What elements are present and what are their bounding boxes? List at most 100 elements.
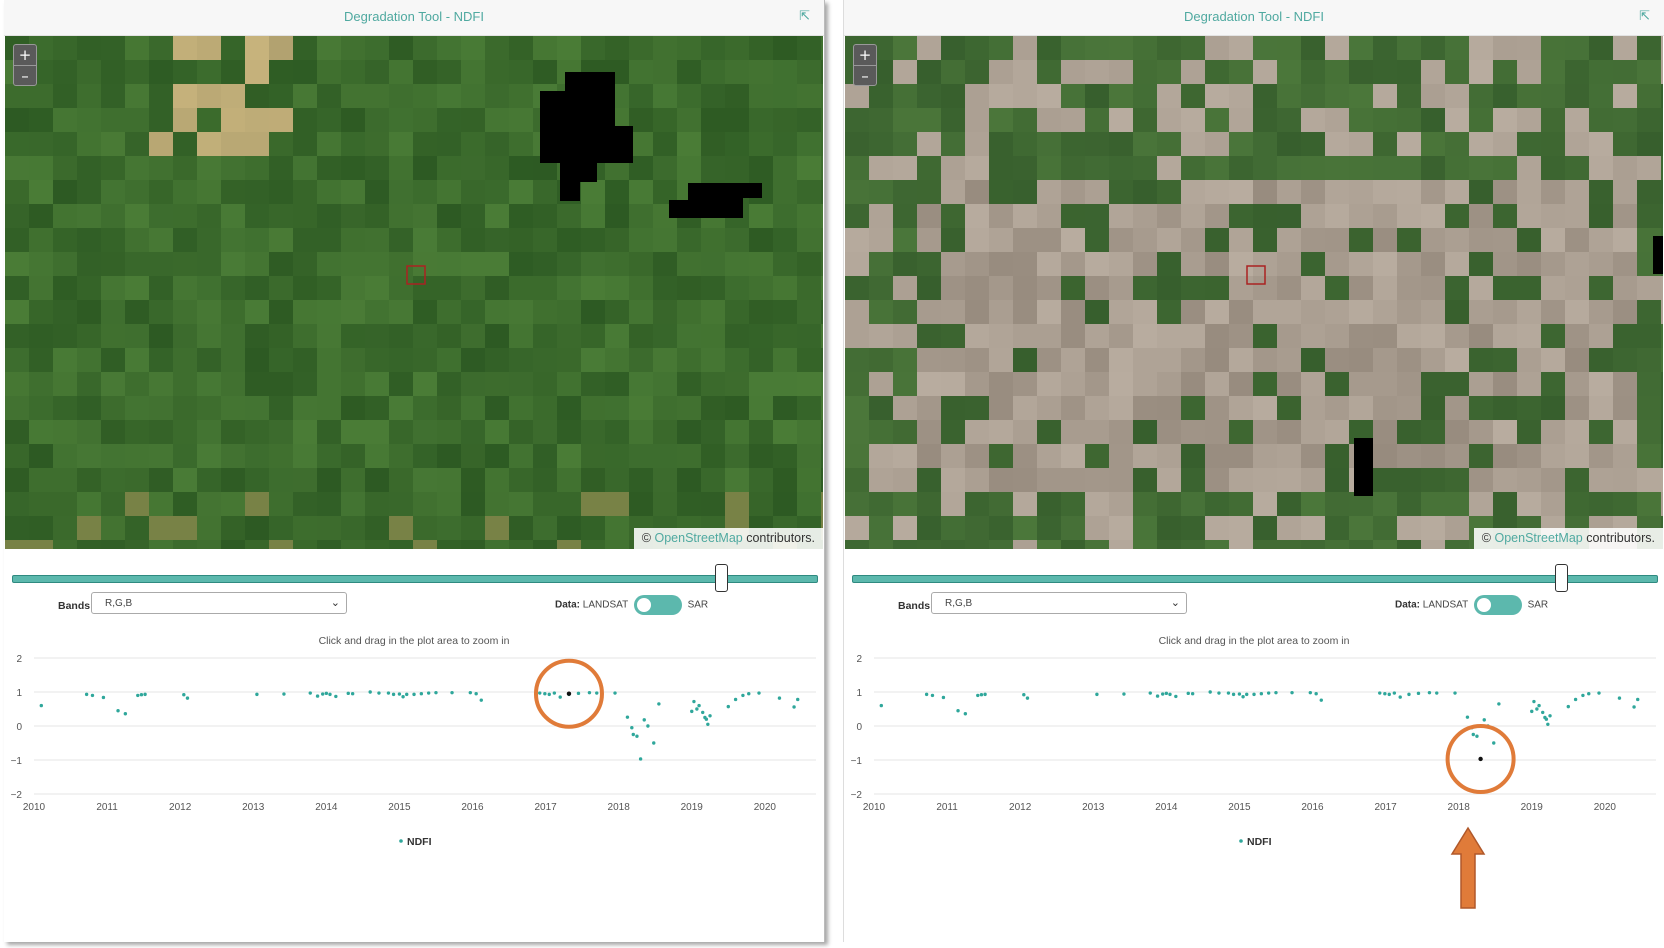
ndfi-point[interactable] (368, 690, 372, 694)
ndfi-point[interactable] (1148, 691, 1152, 695)
ndfi-point[interactable] (397, 692, 402, 696)
data-source-toggle[interactable] (1473, 595, 1522, 615)
openstreetmap-link[interactable]: OpenStreetMap (1494, 531, 1583, 545)
ndfi-point[interactable] (1226, 691, 1231, 695)
ndfi-point[interactable] (538, 691, 542, 695)
ndfi-point[interactable] (552, 691, 557, 695)
ndfi-point[interactable] (726, 704, 730, 709)
ndfi-point[interactable] (1465, 715, 1470, 719)
ndfi-point[interactable] (450, 690, 454, 695)
ndfi-point[interactable] (1581, 693, 1585, 698)
ndfi-point[interactable] (547, 692, 551, 697)
ndfi-point[interactable] (1122, 692, 1126, 696)
ndfi-point[interactable] (1241, 695, 1245, 699)
bands-select[interactable]: R,G,B ⌄ (91, 592, 347, 614)
ndfi-point[interactable] (963, 712, 968, 716)
ndfi-point[interactable] (613, 691, 617, 695)
ndfi-point[interactable] (1398, 695, 1402, 699)
ndfi-point[interactable] (733, 697, 738, 702)
bands-select[interactable]: R,G,B ⌄ (931, 592, 1187, 614)
slider-handle[interactable] (1555, 564, 1568, 592)
sar-option[interactable]: SAR (1527, 599, 1549, 611)
openstreetmap-link[interactable]: OpenStreetMap (654, 531, 743, 545)
ndfi-point[interactable] (1308, 690, 1313, 695)
ndfi-point[interactable] (123, 712, 128, 716)
ndfi-point[interactable] (697, 703, 701, 708)
ndfi-point[interactable] (1597, 691, 1601, 695)
selected-point[interactable] (1478, 756, 1483, 762)
ndfi-point[interactable] (1319, 698, 1323, 702)
ndfi-point[interactable] (1290, 690, 1294, 695)
ndfi-point[interactable] (1530, 709, 1534, 714)
ndfi-point[interactable] (1544, 717, 1549, 721)
ndfi-point[interactable] (1266, 691, 1271, 695)
ndfi-point[interactable] (1548, 714, 1552, 718)
ndfi-point[interactable] (412, 692, 416, 697)
ndfi-point[interactable] (1453, 691, 1457, 695)
ndfi-point[interactable] (139, 693, 144, 697)
ndfi-point[interactable] (1435, 691, 1439, 695)
ndfi-point[interactable] (1274, 690, 1278, 695)
ndfi-point[interactable] (405, 692, 409, 697)
ndfi-point[interactable] (346, 691, 350, 696)
ndfi-point[interactable] (1160, 692, 1165, 696)
ndfi-point[interactable] (1231, 692, 1236, 697)
ndfi-point[interactable] (642, 718, 646, 722)
ndfi-point[interactable] (1022, 693, 1026, 697)
ndfi-point[interactable] (576, 691, 581, 696)
ndfi-point[interactable] (1190, 692, 1195, 696)
ndfi-point[interactable] (1566, 704, 1570, 709)
landsat-option[interactable]: LANDSAT (1422, 599, 1468, 611)
ndfi-point[interactable] (630, 726, 634, 730)
ndfi-point[interactable] (350, 692, 355, 696)
ndfi-point[interactable] (434, 690, 438, 695)
ndfi-point[interactable] (1186, 691, 1190, 696)
ndfi-point[interactable] (136, 693, 140, 698)
ndfi-point[interactable] (1617, 696, 1622, 700)
satellite-imagery[interactable] (5, 36, 823, 549)
sar-option[interactable]: SAR (687, 599, 709, 611)
ndfi-point[interactable] (708, 714, 712, 718)
ndfi-point[interactable] (1573, 697, 1578, 702)
ndfi-point[interactable] (646, 724, 650, 728)
ndfi-point[interactable] (796, 697, 800, 702)
satellite-imagery[interactable] (845, 36, 1663, 549)
ndfi-point[interactable] (879, 703, 884, 708)
ndfi-point[interactable] (1416, 691, 1421, 696)
ndfi-point[interactable] (741, 693, 745, 698)
ndfi-point[interactable] (1497, 702, 1501, 706)
ndfi-point[interactable] (792, 705, 796, 709)
ndfi-point[interactable] (1475, 734, 1479, 738)
ndfi-point[interactable] (143, 692, 147, 697)
ndfi-point[interactable] (1095, 692, 1099, 697)
ndfi-point[interactable] (1537, 703, 1541, 708)
date-slider[interactable] (12, 564, 818, 592)
ndfi-point[interactable] (695, 707, 699, 711)
ndfi-point[interactable] (84, 692, 89, 697)
ndfi-point[interactable] (1245, 692, 1249, 697)
ndfi-point[interactable] (1237, 692, 1242, 696)
ndfi-point[interactable] (185, 696, 190, 700)
zoom-in-button[interactable]: + (14, 45, 36, 65)
ndfi-point[interactable] (1541, 710, 1545, 715)
ndfi-point[interactable] (690, 709, 694, 714)
ndfi-point[interactable] (1632, 705, 1636, 709)
ndfi-point[interactable] (625, 715, 630, 719)
map-view[interactable]: + – © OpenStreetMap contributors. (5, 36, 823, 549)
ndfi-point[interactable] (1546, 722, 1550, 726)
slider-track[interactable] (12, 575, 818, 583)
ndfi-point[interactable] (324, 691, 329, 696)
ndfi-point[interactable] (704, 717, 709, 721)
ndfi-point[interactable] (1164, 691, 1169, 696)
ndfi-point[interactable] (90, 693, 95, 698)
ndfi-point[interactable] (701, 710, 705, 715)
ndfi-point[interactable] (1252, 692, 1256, 697)
ndfi-point[interactable] (1174, 694, 1178, 699)
ndfi-point[interactable] (1392, 691, 1397, 695)
ndfi-point[interactable] (652, 741, 656, 745)
ndfi-point[interactable] (320, 692, 325, 696)
ndfi-point[interactable] (1427, 690, 1432, 695)
ndfi-point[interactable] (426, 691, 431, 695)
ndfi-point[interactable] (308, 691, 312, 695)
ndfi-point[interactable] (182, 693, 186, 697)
